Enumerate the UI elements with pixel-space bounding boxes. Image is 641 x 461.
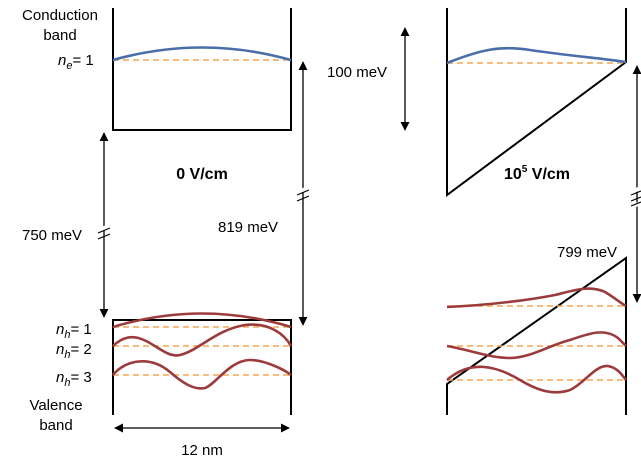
conduction-band-label-line2: band <box>43 27 76 44</box>
nh1-label: nh= 1 <box>56 321 92 341</box>
left-valence-well <box>112 319 292 415</box>
dim-width-label: 12 nm <box>181 442 223 459</box>
nh3-label: nh= 3 <box>56 369 92 389</box>
field-high-label: 105 V/cm <box>504 164 570 183</box>
dim-799-label: 799 meV <box>557 244 617 261</box>
conduction-band-label-line1: Conduction <box>22 7 98 24</box>
dim-819-label: 819 meV <box>218 219 278 236</box>
dim-100-label: 100 meV <box>327 64 387 81</box>
valence-band-label-line1: Valence <box>29 397 82 414</box>
right-hole2-wavefunction <box>446 331 627 360</box>
valence-band-label-line2: band <box>39 417 72 434</box>
right-conduction-well <box>446 8 627 197</box>
dim-750-label: 750 meV <box>22 227 82 244</box>
right-electron-wavefunction <box>446 46 627 65</box>
right-hole3-wavefunction <box>446 364 628 394</box>
field-zero-label: 0 V/cm <box>176 166 228 183</box>
left-hole1-wavefunction <box>112 312 292 329</box>
ne1-label: ne= 1 <box>58 52 94 72</box>
left-hole3-wavefunction <box>111 358 292 390</box>
left-conduction-well <box>112 8 292 131</box>
right-valence-well <box>446 256 627 415</box>
nh2-label: nh= 2 <box>56 341 92 361</box>
left-hole2-wavefunction <box>112 323 293 357</box>
right-hole1-wavefunction <box>446 287 627 309</box>
left-electron-wavefunction <box>112 46 292 62</box>
